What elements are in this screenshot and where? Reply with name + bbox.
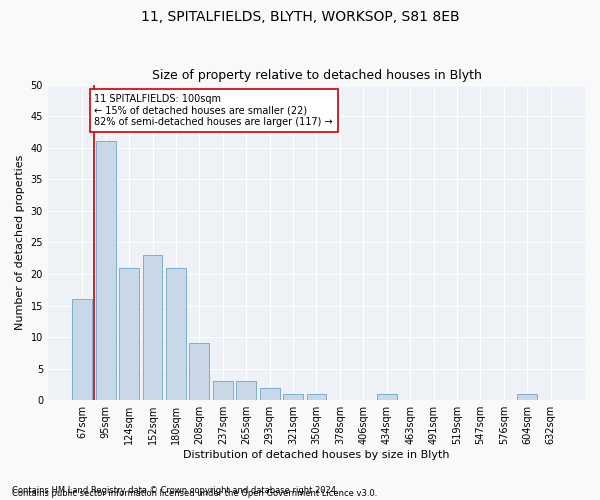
X-axis label: Distribution of detached houses by size in Blyth: Distribution of detached houses by size … <box>183 450 450 460</box>
Bar <box>190 344 209 400</box>
Bar <box>119 268 139 400</box>
Bar <box>307 394 326 400</box>
Bar <box>143 255 163 400</box>
Bar <box>213 382 233 400</box>
Text: 11, SPITALFIELDS, BLYTH, WORKSOP, S81 8EB: 11, SPITALFIELDS, BLYTH, WORKSOP, S81 8E… <box>140 10 460 24</box>
Text: Contains HM Land Registry data © Crown copyright and database right 2024.: Contains HM Land Registry data © Crown c… <box>12 486 338 495</box>
Bar <box>260 388 280 400</box>
Bar <box>96 142 116 400</box>
Text: 11 SPITALFIELDS: 100sqm
← 15% of detached houses are smaller (22)
82% of semi-de: 11 SPITALFIELDS: 100sqm ← 15% of detache… <box>94 94 333 127</box>
Bar <box>73 299 92 400</box>
Title: Size of property relative to detached houses in Blyth: Size of property relative to detached ho… <box>152 69 481 82</box>
Bar <box>236 382 256 400</box>
Bar <box>377 394 397 400</box>
Bar <box>166 268 186 400</box>
Bar <box>283 394 303 400</box>
Y-axis label: Number of detached properties: Number of detached properties <box>15 154 25 330</box>
Bar <box>517 394 537 400</box>
Text: Contains public sector information licensed under the Open Government Licence v3: Contains public sector information licen… <box>12 488 377 498</box>
